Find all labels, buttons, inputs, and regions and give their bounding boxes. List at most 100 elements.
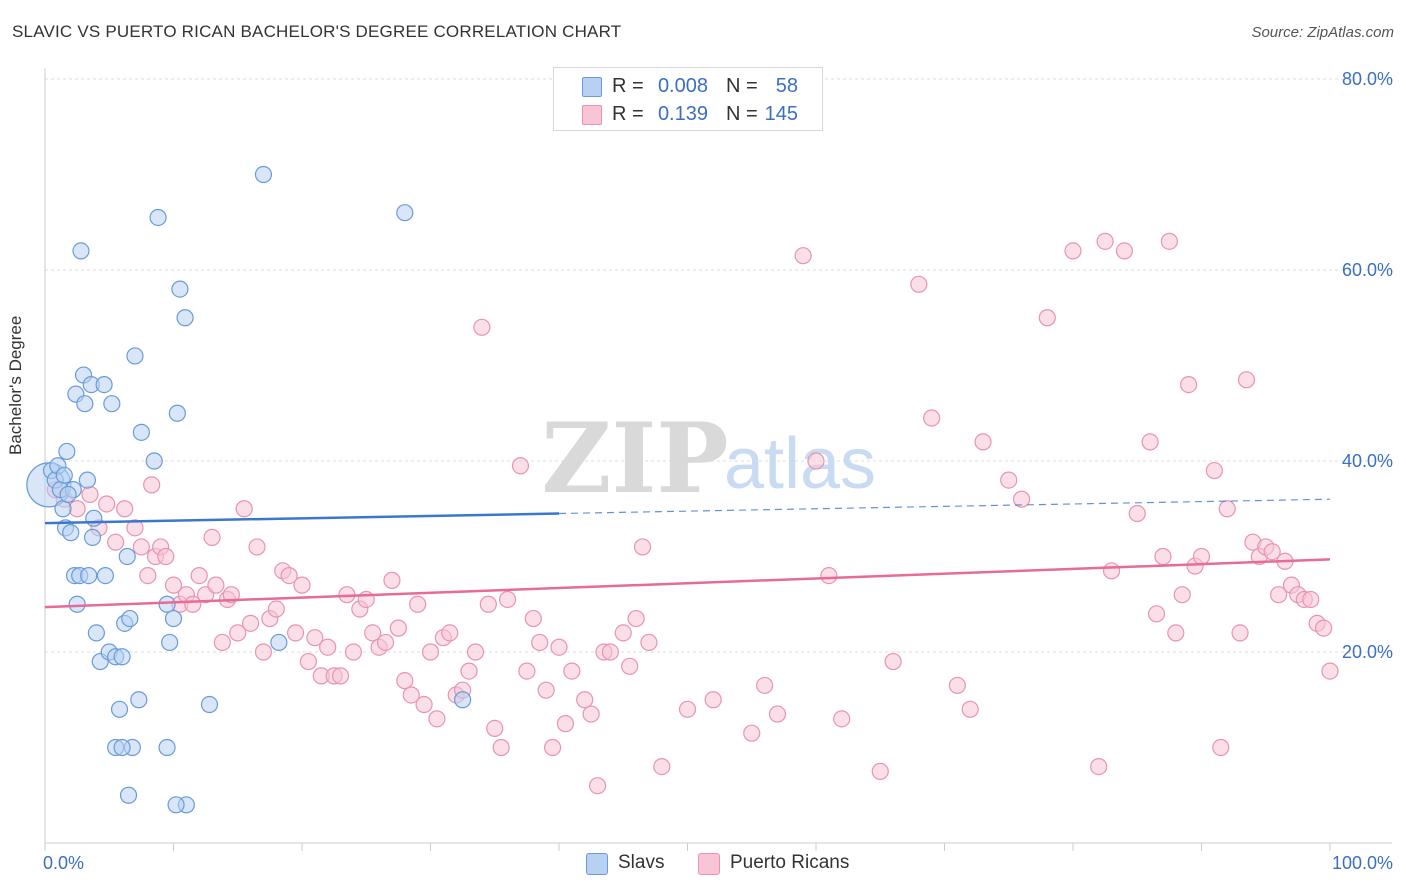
pr-point (421, 643, 440, 661)
pr-point (1141, 433, 1159, 451)
pr-point (98, 495, 116, 513)
pr-point (190, 566, 208, 585)
pr-point (807, 452, 825, 470)
pr-point (884, 652, 902, 671)
slavs-n-label: N = (726, 75, 758, 97)
pr-point (376, 633, 395, 652)
pr-point (409, 595, 427, 613)
x-tick-label-left: 0.0% (43, 853, 84, 873)
y-axis-label: Bachelor's Degree (6, 315, 25, 455)
pr-point (1167, 624, 1185, 642)
slavs-point (103, 395, 121, 413)
y-tick-label-60: 60.0% (1342, 260, 1393, 280)
slavs-point (396, 204, 414, 222)
pr-point (1102, 562, 1121, 580)
pr-point (961, 700, 979, 718)
slavs-point (168, 404, 186, 422)
slavs-point (132, 423, 150, 441)
slavs-point (167, 796, 185, 814)
pr-swatch (582, 105, 602, 125)
pr-point (499, 590, 517, 609)
stats-legend: R = 0.008 N = 58 R = 0.139 N = 145 (553, 67, 823, 131)
slavs-r-value: 0.008 (657, 75, 708, 97)
pr-point (768, 705, 787, 723)
pr-point (235, 500, 253, 518)
pr-point (396, 672, 414, 690)
pr-point (139, 566, 157, 585)
pr-point (1147, 605, 1166, 623)
slavs-point (113, 738, 131, 757)
pr-point (833, 710, 851, 728)
pr-point (1231, 624, 1249, 642)
slavs-point (110, 700, 129, 718)
slavs-point (454, 691, 472, 709)
pr-point (299, 652, 318, 671)
bottom-pr-label: Puerto Ricans (730, 852, 850, 873)
slavs-point (96, 566, 114, 585)
pr-point (81, 485, 99, 504)
trendlines (44, 498, 1331, 609)
pr-point (383, 571, 401, 589)
pr-point (1205, 461, 1223, 480)
pr-point (402, 686, 420, 704)
bottom-slavs-label: Slavs (618, 852, 665, 873)
pr-point (582, 705, 600, 723)
pr-point (280, 566, 298, 585)
pr-point (107, 533, 125, 551)
pr-point (248, 538, 266, 556)
pr-n-value: 145 (764, 103, 798, 125)
pr-point (537, 681, 555, 699)
bottom-pr-swatch (698, 853, 720, 875)
pr-point (627, 609, 645, 628)
watermark-atlas: atlas (724, 424, 876, 504)
pr-point (601, 643, 620, 661)
pr-point (678, 700, 697, 718)
pr-point (364, 624, 382, 642)
legend-row-slavs: R = 0.008 N = 58 (554, 73, 822, 101)
pr-point (1064, 242, 1082, 260)
pr-point (1269, 586, 1288, 604)
slavs-point (158, 595, 176, 613)
slavs-point (85, 509, 103, 527)
slavs-point (95, 376, 113, 394)
pr-point (1302, 590, 1320, 609)
pr-point (1314, 619, 1333, 637)
slavs-point (270, 633, 288, 652)
pr-point (974, 433, 992, 451)
source-label: Source: ZipAtlas.com (1251, 24, 1394, 41)
slavs-point (83, 528, 102, 547)
pr-point (820, 566, 838, 585)
slavs-point (76, 395, 94, 413)
pr-point (531, 633, 549, 652)
pr-point (222, 586, 240, 604)
axes (44, 68, 1392, 851)
slavs-swatch (582, 77, 602, 97)
pr-point (1115, 242, 1134, 260)
slavs-point (62, 524, 80, 542)
pr-point (286, 624, 305, 642)
pr-point (207, 576, 225, 594)
slavs-point (54, 500, 72, 518)
slavs-point (55, 466, 73, 484)
pr-point (1173, 586, 1191, 604)
pr-point (910, 275, 928, 293)
pr-point (518, 662, 536, 680)
pr-point (1128, 504, 1146, 523)
pr-point (306, 629, 324, 647)
slavs-point (68, 595, 86, 613)
pr-point (473, 318, 491, 336)
slavs-point (72, 242, 90, 260)
pr-point (126, 519, 144, 537)
pr-point (563, 662, 581, 680)
slavs-point (126, 347, 144, 365)
pr-point (1212, 738, 1230, 757)
pr-trendline (44, 558, 1331, 609)
x-tick-label-right: 100.0% (1332, 853, 1393, 873)
pr-point (293, 576, 311, 594)
slavs-point (145, 452, 163, 470)
pr-point (1096, 232, 1114, 250)
slavs-point (80, 566, 98, 585)
pr-point (543, 738, 562, 757)
slavs-point (113, 648, 131, 666)
